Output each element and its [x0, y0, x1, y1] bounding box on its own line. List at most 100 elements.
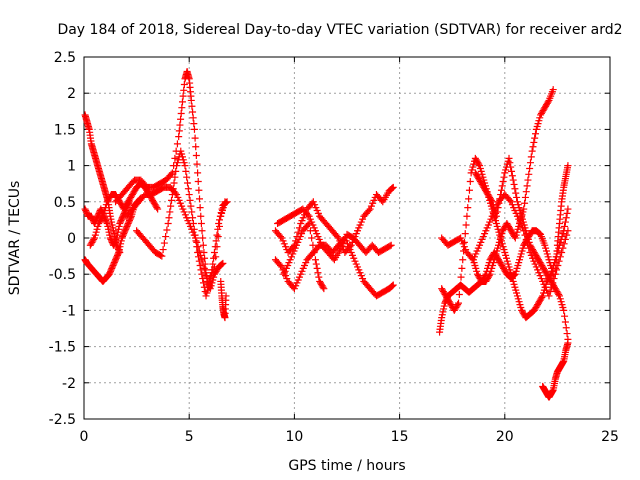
x-tick-label: 15 [391, 429, 409, 445]
y-axis-label: SDTVAR / TECUs [7, 181, 23, 296]
data-point [497, 191, 505, 199]
data-point [310, 248, 318, 256]
data-point [559, 244, 567, 252]
data-point [177, 115, 185, 123]
data-point [210, 263, 218, 271]
data-point [98, 214, 106, 222]
data-point [175, 127, 183, 135]
y-tick-label: 2.5 [54, 50, 76, 66]
data-point [194, 243, 202, 251]
y-tick-label: -0.5 [49, 267, 76, 283]
data-point [294, 228, 302, 236]
data-point [190, 125, 198, 133]
data-point [309, 241, 317, 249]
data-point [492, 212, 500, 220]
data-point [218, 260, 226, 268]
data-point [197, 251, 205, 259]
series-t10 [271, 234, 397, 300]
data-point [199, 234, 207, 242]
data-point [197, 266, 205, 274]
data-point [197, 212, 205, 220]
data-point [509, 176, 517, 184]
data-point [564, 162, 572, 170]
data-point [308, 234, 316, 242]
data-point [497, 186, 505, 194]
data-point [465, 186, 473, 194]
data-point [184, 185, 192, 193]
data-point [197, 220, 205, 228]
data-point [167, 202, 175, 210]
data-point [389, 281, 397, 289]
data-point [564, 339, 572, 347]
data-point [545, 292, 553, 300]
data-point [212, 253, 220, 261]
data-point [500, 173, 508, 181]
data-point [187, 202, 195, 210]
data-point [202, 269, 210, 277]
data-point [462, 221, 470, 229]
data-point [195, 186, 203, 194]
data-point [506, 159, 514, 167]
data-point [386, 242, 394, 250]
data-point [496, 195, 504, 203]
data-point [523, 182, 531, 190]
data-point [164, 220, 172, 228]
data-point [555, 290, 563, 298]
data-point [215, 216, 223, 224]
data-point [196, 204, 204, 212]
data-point [192, 151, 200, 159]
data-point [184, 179, 192, 187]
data-point [530, 138, 538, 146]
data-point [389, 183, 397, 191]
data-point [159, 246, 167, 254]
data-point [178, 98, 186, 106]
data-point [180, 86, 188, 94]
series-t11 [274, 205, 395, 264]
chart-title: Day 184 of 2018, Sidereal Day-to-day VTE… [57, 22, 622, 38]
data-point [563, 209, 571, 217]
data-point [188, 208, 196, 216]
data-point [454, 301, 462, 309]
data-point [171, 154, 179, 162]
data-point [192, 143, 200, 151]
data-point [114, 250, 122, 258]
data-point [177, 109, 185, 117]
data-point [525, 170, 533, 178]
data-point [505, 154, 513, 162]
data-point [564, 205, 572, 213]
data-point [166, 208, 174, 216]
data-point [213, 231, 221, 239]
data-point [199, 260, 207, 268]
data-point [313, 264, 321, 272]
data-point [196, 262, 204, 270]
data-point [510, 233, 518, 241]
data-point [549, 86, 557, 94]
data-point [168, 169, 176, 177]
data-point [189, 214, 197, 222]
data-point [520, 205, 528, 213]
series-t8 [217, 277, 230, 322]
data-point [365, 206, 373, 214]
data-point [499, 178, 507, 186]
data-point [311, 256, 319, 264]
data-point [532, 130, 540, 138]
data-point [498, 182, 506, 190]
data-point [388, 184, 396, 192]
data-point [388, 185, 396, 193]
data-point [526, 164, 534, 172]
data-point [538, 293, 546, 301]
data-point [189, 108, 197, 116]
data-point [561, 218, 569, 226]
data-point [560, 240, 568, 248]
data-point [521, 193, 529, 201]
data-point [162, 233, 170, 241]
data-point [103, 218, 111, 226]
data-point [191, 134, 199, 142]
data-point [185, 191, 193, 199]
data-point [158, 252, 166, 260]
data-point [475, 160, 483, 168]
data-point [157, 251, 165, 259]
data-point [461, 230, 469, 238]
data-point [193, 160, 201, 168]
series-t16 [471, 154, 572, 343]
